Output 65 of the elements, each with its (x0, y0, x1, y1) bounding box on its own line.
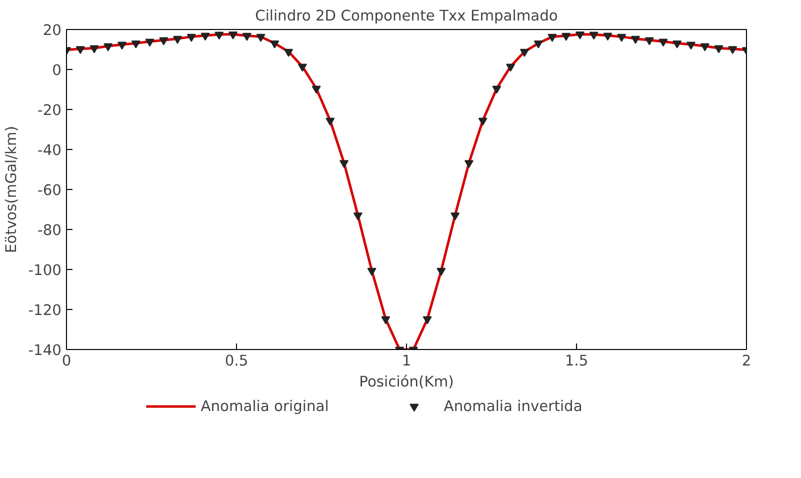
x-tick-label: 1.5 (564, 352, 588, 370)
y-tick-label: 20 (42, 22, 62, 39)
point (90, 45, 99, 54)
y-tick-label: -60 (38, 182, 62, 199)
point (617, 34, 626, 42)
legend-label: Anomalia invertida (444, 398, 582, 414)
y-tick-label: 0 (52, 62, 62, 79)
point (686, 42, 696, 50)
point (506, 64, 516, 72)
y-tick-label: -80 (38, 222, 62, 239)
point (340, 160, 349, 168)
point (630, 36, 640, 44)
point (312, 86, 321, 94)
x-tick-label: 0.5 (224, 352, 248, 370)
point (520, 48, 529, 57)
point (367, 268, 376, 276)
x-tick-label: 2 (742, 352, 752, 370)
point (478, 118, 488, 126)
y-tick-label: -100 (28, 262, 62, 279)
point (270, 40, 280, 48)
point (436, 268, 446, 276)
point (76, 46, 85, 54)
point (159, 37, 168, 46)
y-tick-label: -120 (28, 302, 62, 319)
point (256, 34, 266, 42)
point (464, 160, 474, 168)
chart-title: Cilindro 2D Componente Txx Empalmado (255, 8, 558, 24)
point (562, 32, 571, 41)
point (214, 32, 224, 40)
point (714, 45, 724, 54)
point (104, 43, 113, 52)
point (145, 38, 154, 47)
point (422, 316, 432, 324)
point (242, 32, 252, 41)
y-tick-label: -140 (28, 342, 62, 359)
point (173, 36, 182, 44)
point (492, 86, 502, 94)
point (353, 212, 362, 220)
point (298, 64, 307, 72)
point (534, 40, 543, 48)
line-series (66, 33, 746, 350)
y-tick-label: -20 (38, 102, 62, 119)
point (728, 46, 738, 54)
point (672, 40, 682, 48)
point (700, 43, 710, 52)
point (450, 212, 460, 220)
point (284, 48, 294, 57)
point (326, 118, 335, 126)
point (381, 316, 390, 324)
point (228, 31, 238, 40)
x-axis-title: Posición(Km) (359, 374, 454, 390)
point (200, 32, 210, 41)
point (131, 40, 140, 48)
point (186, 34, 196, 42)
y-tick-label: -40 (38, 142, 62, 159)
point (658, 38, 668, 47)
point (575, 31, 584, 40)
x-tick-label: 1 (402, 352, 412, 370)
point (603, 32, 612, 41)
y-axis-title: Eötvos(mGal/km) (3, 126, 20, 254)
point (644, 37, 654, 46)
point (548, 34, 557, 42)
point (118, 42, 127, 50)
point (589, 32, 598, 40)
legend-label: Anomalia original (200, 398, 329, 414)
